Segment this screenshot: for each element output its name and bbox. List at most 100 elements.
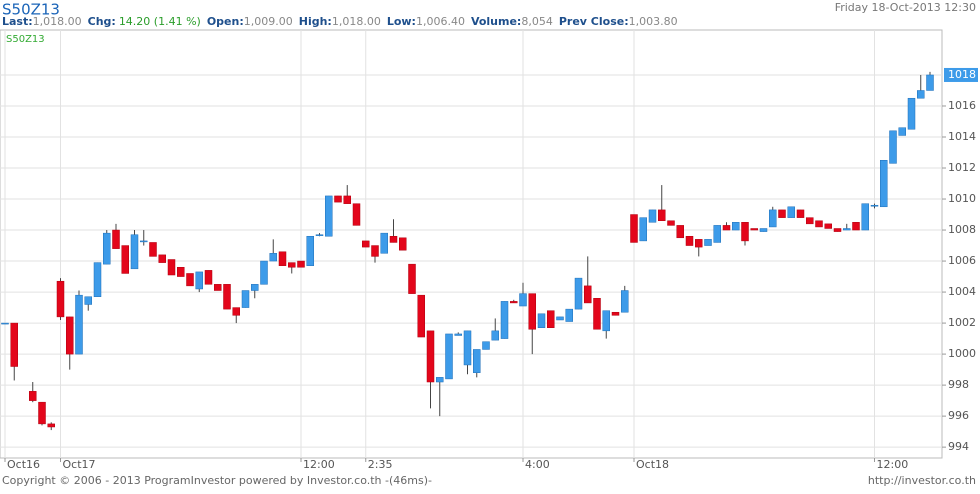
candle-body xyxy=(833,228,842,232)
y-tick-label: 1014 xyxy=(948,130,976,143)
candle-body xyxy=(926,74,934,91)
symbol: S50Z13 xyxy=(2,1,60,19)
candle-body xyxy=(371,245,379,257)
candle-body xyxy=(66,316,74,355)
quote-fields: Last:1,018.00 Chg: 14.20 (1.41 %) Open:1,00… xyxy=(2,15,678,28)
candle-body xyxy=(130,234,139,270)
candle-body xyxy=(223,284,231,310)
candle-body xyxy=(732,222,740,231)
candle-body xyxy=(84,296,92,305)
candle-body xyxy=(713,225,721,243)
candle-body xyxy=(362,240,370,248)
candle-body xyxy=(611,311,620,316)
candle-body xyxy=(574,277,583,310)
copyright: Copyright © 2006 - 2013 ProgramInvestor … xyxy=(2,474,432,487)
candle-body xyxy=(195,271,203,290)
candle-body xyxy=(889,130,897,164)
candle-body xyxy=(593,298,601,330)
candle-body xyxy=(167,259,176,276)
candle-body xyxy=(426,330,435,383)
candle-body xyxy=(149,242,157,257)
candle-body xyxy=(278,251,287,266)
x-tick-label: Oct18 xyxy=(636,458,669,471)
candle-body xyxy=(186,273,194,287)
candle-body xyxy=(602,310,610,332)
candle-body xyxy=(288,262,296,268)
field-label: Open: xyxy=(207,15,244,28)
candle-body xyxy=(251,284,259,291)
candle-body xyxy=(870,204,879,207)
candle-body xyxy=(204,270,213,285)
y-tick-label: 998 xyxy=(948,378,969,391)
candle-body xyxy=(658,209,666,221)
y-tick-label: 1006 xyxy=(948,254,976,267)
candle-body xyxy=(547,310,555,328)
x-tick-label: 2:35 xyxy=(368,458,393,471)
series-label: S50Z13 xyxy=(6,34,45,45)
y-tick-label: 1000 xyxy=(948,347,976,360)
candle-body xyxy=(880,160,888,208)
candle-body xyxy=(787,206,795,218)
field-value: 1,018.00 xyxy=(332,15,381,28)
candle-body xyxy=(380,232,388,254)
y-tick-label: 1008 xyxy=(948,223,976,236)
candle-body xyxy=(417,294,425,338)
candle-body xyxy=(528,293,536,330)
candle-body xyxy=(29,391,37,401)
x-tick-label: Oct16 xyxy=(7,458,40,471)
candle-body xyxy=(630,214,638,243)
candle-body xyxy=(750,228,758,231)
candle-body xyxy=(824,223,832,229)
candle-body xyxy=(852,222,860,231)
candle-body xyxy=(214,284,222,291)
field-label: Prev Close: xyxy=(559,15,629,28)
candle-body xyxy=(47,423,55,428)
candle-body xyxy=(399,237,407,251)
field-value: 1,006.40 xyxy=(416,15,465,28)
field-label: High: xyxy=(299,15,332,28)
candle-body xyxy=(648,209,657,223)
candle-body xyxy=(796,209,805,218)
candle-body xyxy=(75,294,83,355)
candle-body xyxy=(121,245,129,274)
candle-body xyxy=(306,235,314,266)
candle-body xyxy=(140,240,148,243)
candle-body xyxy=(907,97,916,130)
y-tick-label: 1016 xyxy=(948,99,976,112)
candle-body xyxy=(806,217,814,225)
fields-line: Last:1,018.00 Chg: 14.20 (1.41 %) Open:1,00… xyxy=(2,15,678,28)
candle-body xyxy=(177,267,185,277)
candle-body xyxy=(389,235,398,243)
candle-body xyxy=(463,330,472,366)
candle-body xyxy=(898,127,906,136)
candle-body xyxy=(667,220,675,226)
candle-body xyxy=(704,239,712,246)
field-label: Last: xyxy=(2,15,33,28)
candle-body xyxy=(325,195,333,237)
date: Friday 18-Oct-2013 12:30 xyxy=(835,1,976,14)
candle-body xyxy=(510,301,518,304)
candle-body xyxy=(482,341,490,350)
y-tick-label: 994 xyxy=(948,440,969,453)
candle-body xyxy=(778,209,786,218)
candle-body xyxy=(315,234,324,236)
candle-body xyxy=(10,322,18,367)
x-tick-label: 4:00 xyxy=(525,458,550,471)
field-value: 1,003.80 xyxy=(629,15,678,28)
candle-body xyxy=(621,290,629,313)
candle-body xyxy=(112,229,120,249)
y-tick-label: 1002 xyxy=(948,316,976,329)
candle-body xyxy=(445,333,453,380)
candle-body xyxy=(759,228,768,232)
field-label: Low: xyxy=(387,15,416,28)
field-value: 1,018.00 xyxy=(33,15,82,28)
candle-body xyxy=(232,307,240,316)
candle-body xyxy=(815,220,823,228)
candle-body xyxy=(741,222,749,242)
candle-body xyxy=(436,377,444,383)
candle-body xyxy=(269,253,277,262)
candle-body xyxy=(695,239,703,248)
plot-area xyxy=(0,29,943,459)
candle-body xyxy=(491,330,499,341)
candle-body xyxy=(158,254,166,263)
